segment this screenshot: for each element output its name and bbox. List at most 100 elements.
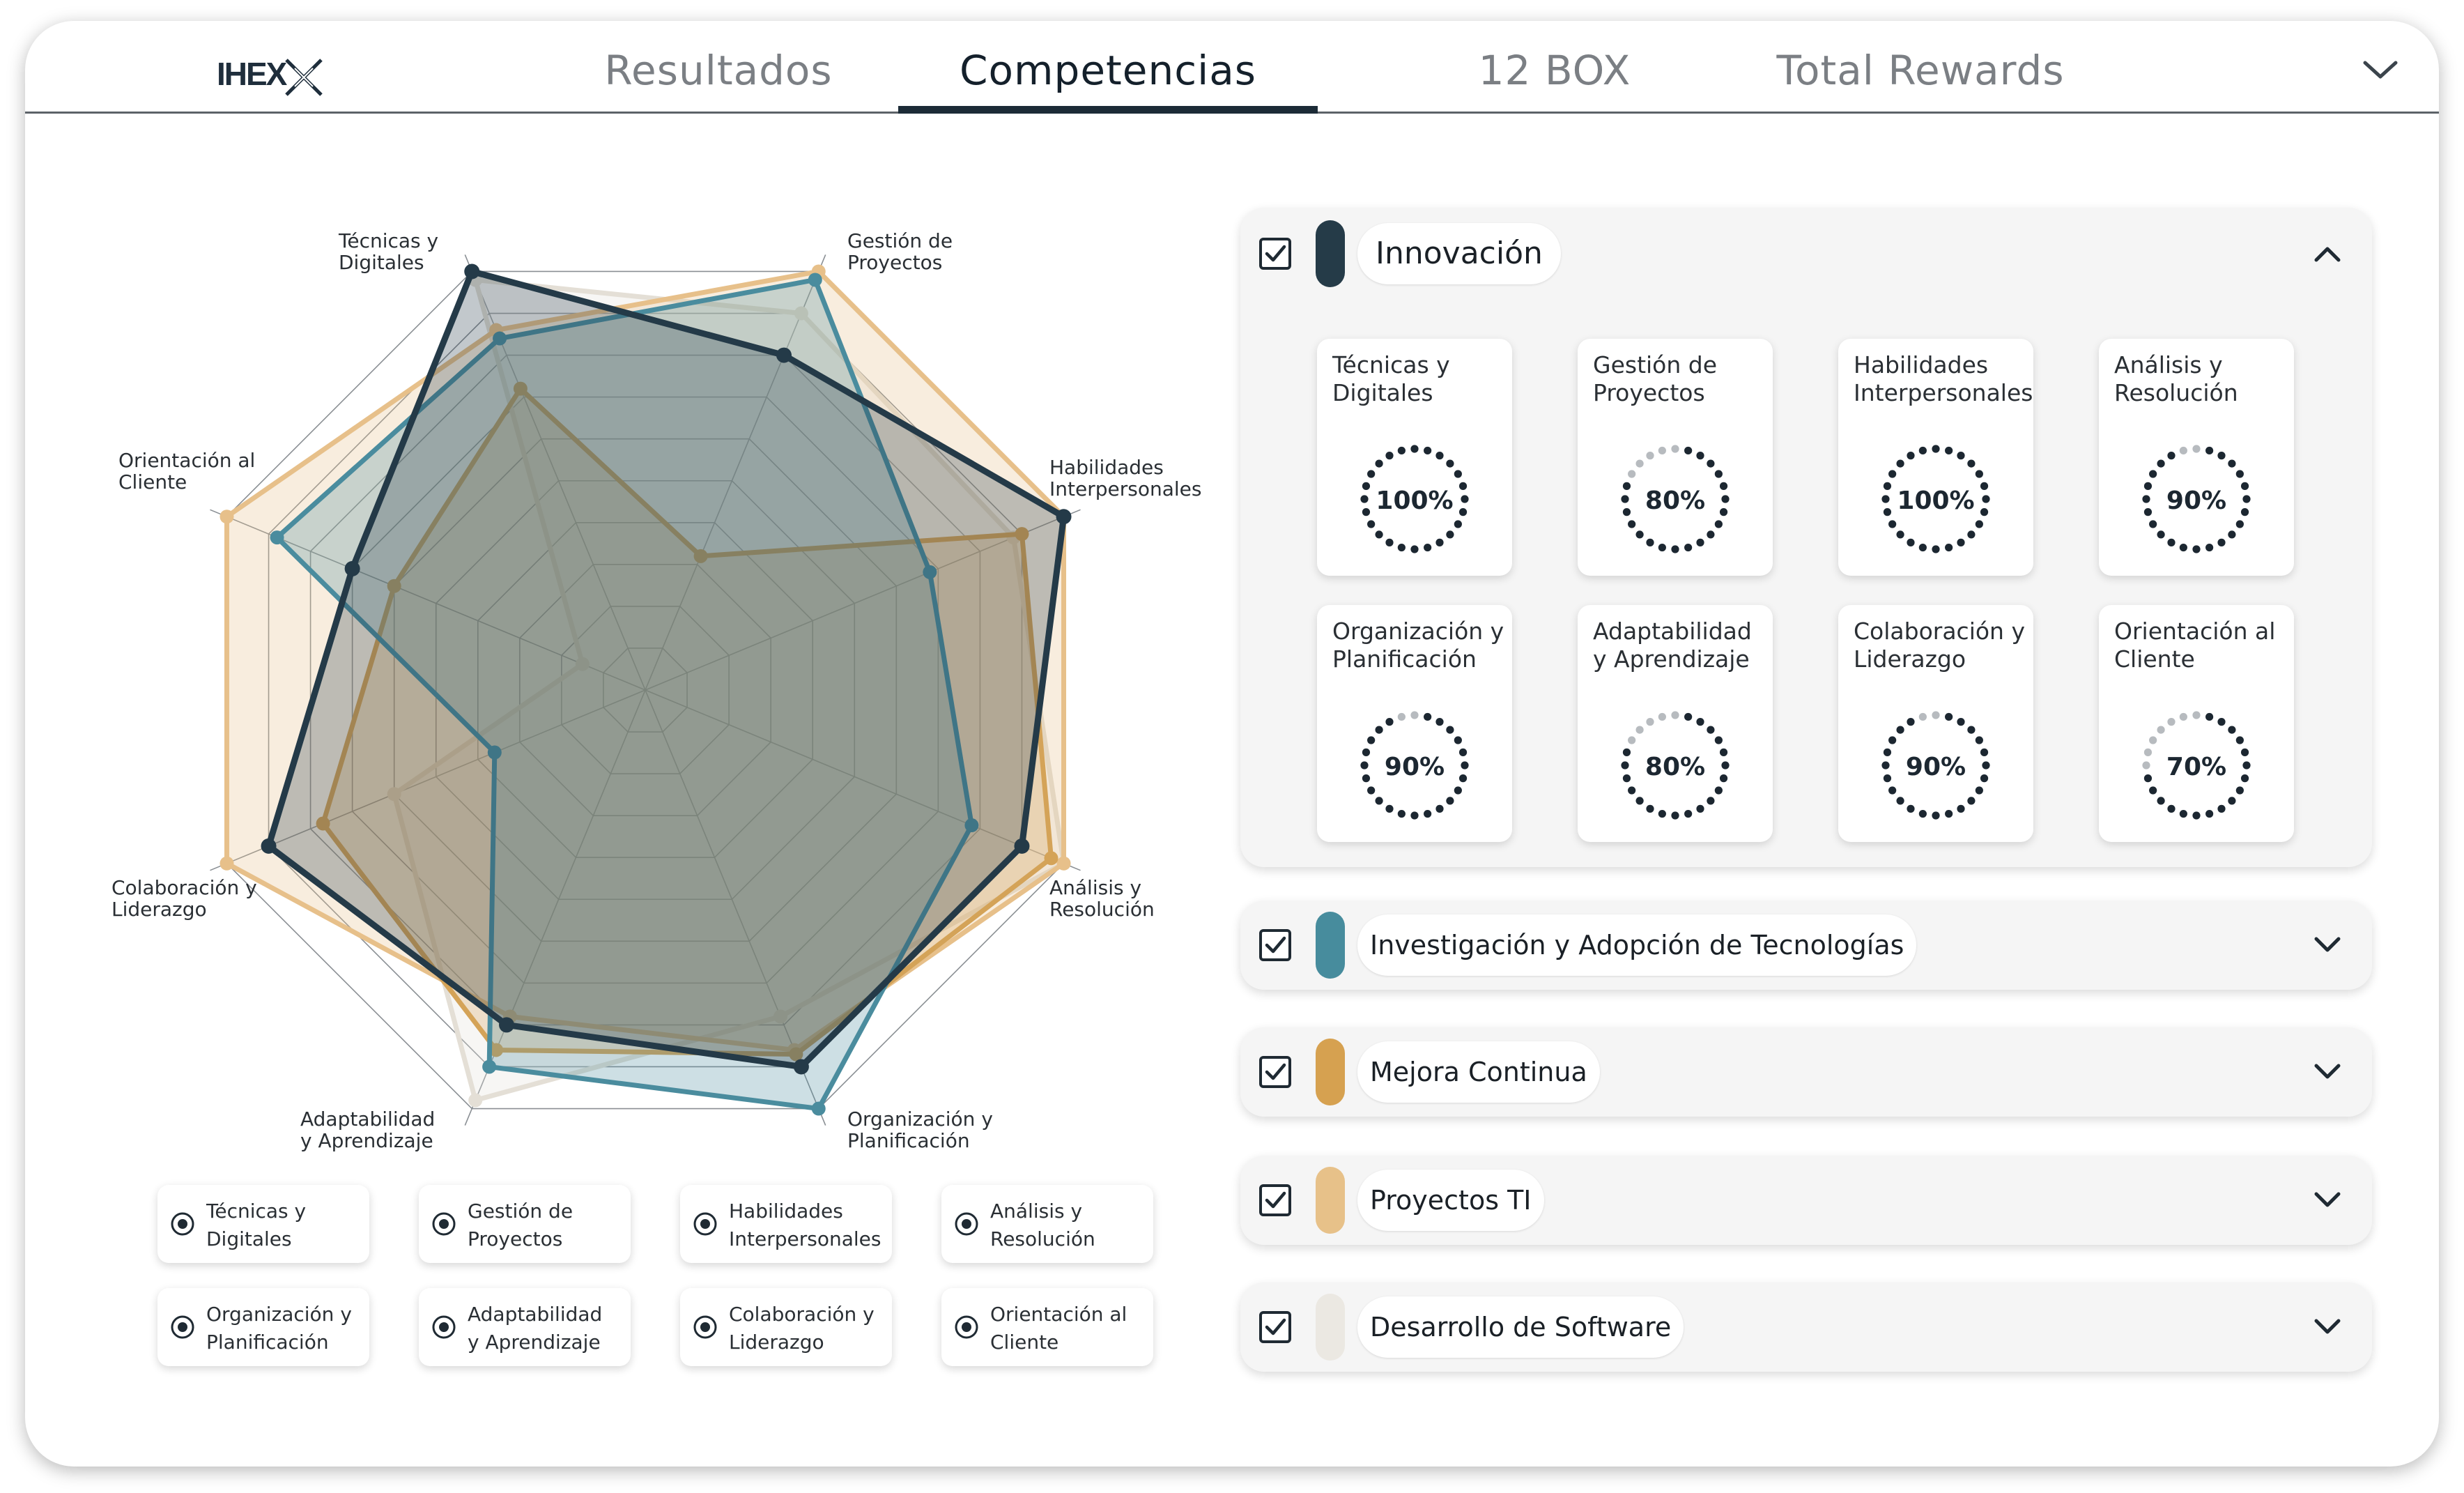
progress-dot <box>1628 786 1636 795</box>
progress-dot <box>2149 470 2157 478</box>
progress-dot <box>1375 459 1383 468</box>
progress-dot <box>1385 452 1394 460</box>
progress-dot <box>1721 761 1730 770</box>
chevron-down-icon[interactable] <box>2359 56 2401 84</box>
progress-dot <box>1957 538 1965 546</box>
score-card-label: Análisis y Resolución <box>2114 351 2238 406</box>
progress-dot <box>1622 508 1631 516</box>
tab-competencias[interactable]: Competencias <box>898 46 1318 114</box>
radar-spoke <box>645 689 1081 871</box>
progress-dot <box>1385 804 1394 813</box>
legend-chip-label: Técnicas y Digitales <box>206 1200 307 1250</box>
ihex-logo[interactable]: IHEX <box>217 49 328 105</box>
progress-dot <box>1918 712 1927 721</box>
chevron-down-icon[interactable] <box>2312 1062 2343 1082</box>
legend-chip-label: Colaboración y Liderazgo <box>729 1303 875 1354</box>
score-value: 90% <box>2166 487 2226 515</box>
competency-score-card: Habilidades Interpersonales 100% <box>1838 339 2033 576</box>
score-card-label: Colaboración y Liderazgo <box>1854 618 2025 673</box>
progress-dot <box>1360 761 1369 770</box>
progress-dot <box>2143 482 2153 490</box>
chevron-up-icon[interactable] <box>2312 243 2343 264</box>
progress-dot <box>1446 726 1454 734</box>
competency-panel: Proyectos TI <box>1240 1156 2372 1245</box>
chevron-down-icon[interactable] <box>2312 1317 2343 1338</box>
legend-chip[interactable]: Adaptabilidad y Aprendizaje <box>419 1288 631 1366</box>
progress-dot <box>1362 482 1371 490</box>
score-card-label: Gestión de Proyectos <box>1593 351 1718 406</box>
legend-chip[interactable]: Análisis y Resolución <box>941 1185 1153 1263</box>
dotted-progress-ring: 80% <box>1621 711 1730 820</box>
score-value: 70% <box>2166 753 2226 781</box>
checkbox[interactable] <box>1258 1055 1292 1089</box>
checkbox[interactable] <box>1258 1310 1292 1344</box>
progress-dot <box>1424 809 1432 818</box>
progress-dot <box>1967 459 1976 468</box>
competency-score-card: Orientación al Cliente 70% <box>2099 605 2294 842</box>
radar-point <box>464 263 480 280</box>
progress-dot <box>1888 520 1897 528</box>
tab-total-rewards[interactable]: Total Rewards <box>1776 47 2065 94</box>
radio-selected-icon <box>693 1315 717 1339</box>
progress-dot <box>1424 446 1432 455</box>
legend-chip[interactable]: Habilidades Interpersonales <box>680 1185 892 1263</box>
progress-dot <box>1658 543 1666 552</box>
progress-dot <box>1375 797 1383 805</box>
progress-dot <box>1980 774 1989 783</box>
legend-chip[interactable]: Organización y Planificación <box>157 1288 369 1366</box>
progress-dot <box>1975 736 1983 744</box>
checkbox[interactable] <box>1258 928 1292 962</box>
legend-chip[interactable]: Gestión de Proyectos <box>419 1185 631 1263</box>
radar-series <box>270 273 979 1116</box>
progress-dot <box>2167 804 2176 813</box>
progress-dot <box>2240 482 2249 490</box>
progress-dot <box>2143 508 2153 516</box>
progress-dot <box>1671 811 1679 820</box>
progress-dot <box>1671 445 1679 453</box>
progress-dot <box>1461 495 1469 503</box>
progress-dot <box>1707 530 1715 539</box>
progress-dot <box>1975 470 1983 478</box>
legend-chip[interactable]: Técnicas y Digitales <box>157 1185 369 1263</box>
progress-dot <box>1446 459 1454 468</box>
tab-12-box[interactable]: 12 BOX <box>1478 47 1631 94</box>
progress-dot <box>1888 786 1897 795</box>
series-color-swatch <box>1316 912 1345 979</box>
series-color-swatch <box>1316 1039 1345 1105</box>
radio-selected-icon <box>171 1315 194 1339</box>
progress-dot <box>1957 452 1965 460</box>
progress-dot <box>1918 809 1927 818</box>
progress-dot <box>1684 712 1693 721</box>
progress-dot <box>1896 459 1904 468</box>
tab-resultados[interactable]: Resultados <box>604 47 833 94</box>
panel-title: Mejora Continua <box>1357 1041 1600 1103</box>
score-card-label: Orientación al Cliente <box>2114 618 2276 673</box>
legend-chip[interactable]: Orientación al Cliente <box>941 1288 1153 1366</box>
progress-dot <box>1658 809 1666 818</box>
legend-chip[interactable]: Colaboración y Liderazgo <box>680 1288 892 1366</box>
progress-dot <box>1454 520 1462 528</box>
progress-dot <box>1684 809 1693 818</box>
competency-score-card: Organización y Planificación 90% <box>1317 605 1512 842</box>
progress-dot <box>1982 495 1990 503</box>
progress-dot <box>1707 726 1715 734</box>
progress-dot <box>1622 482 1631 490</box>
checkbox[interactable] <box>1258 237 1292 270</box>
progress-dot <box>2235 470 2244 478</box>
progress-dot <box>1658 712 1666 721</box>
progress-dot <box>1454 736 1462 744</box>
progress-dot <box>1360 495 1369 503</box>
progress-dot <box>1714 786 1723 795</box>
competency-score-card: Técnicas y Digitales 100% <box>1317 339 1512 576</box>
progress-dot <box>1975 786 1983 795</box>
chevron-down-icon[interactable] <box>2312 935 2343 956</box>
progress-dot <box>1975 520 1983 528</box>
progress-dot <box>1622 748 1631 756</box>
checkbox[interactable] <box>1258 1184 1292 1217</box>
progress-dot <box>1367 736 1376 744</box>
progress-dot <box>1385 718 1394 726</box>
radar-point <box>499 1017 515 1033</box>
progress-dot <box>1658 446 1666 455</box>
chevron-down-icon[interactable] <box>2312 1190 2343 1211</box>
progress-dot <box>1907 804 1915 813</box>
